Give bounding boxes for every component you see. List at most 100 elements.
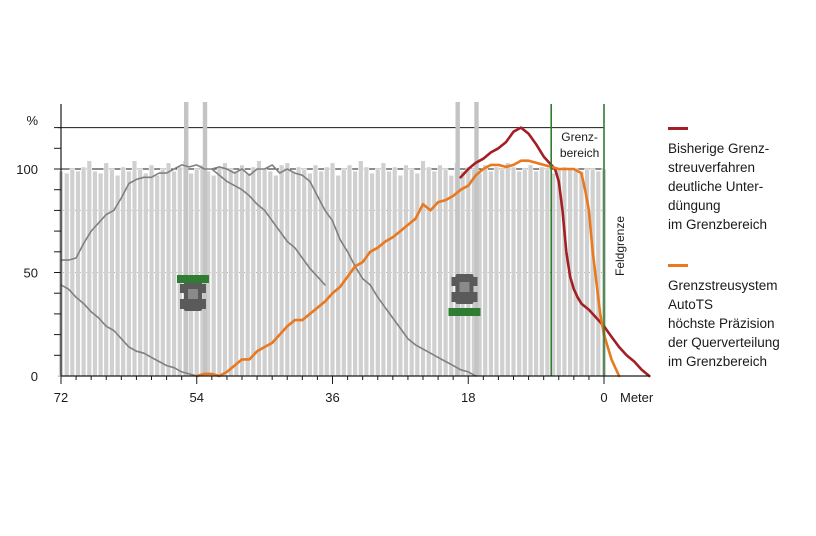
y-axis-label: % bbox=[26, 113, 38, 128]
distribution-bar bbox=[352, 170, 358, 377]
tractor-wheel bbox=[200, 299, 206, 309]
distribution-bar bbox=[131, 160, 138, 377]
distribution-bars bbox=[58, 160, 607, 377]
distribution-bar bbox=[375, 168, 381, 377]
tractor-wheel bbox=[179, 299, 185, 309]
legend-label-autots: Grenzstreusystem AutoTS höchste Präzisio… bbox=[668, 278, 780, 369]
distribution-bar bbox=[493, 166, 500, 377]
distribution-bar bbox=[363, 166, 370, 377]
distribution-bar bbox=[420, 160, 426, 377]
tractor-wheel bbox=[451, 277, 457, 286]
single-pass-line-1 bbox=[60, 164, 326, 286]
spreader-boom bbox=[176, 275, 209, 283]
tractor-icons bbox=[176, 274, 481, 316]
field-edge-label: Feldgrenze bbox=[613, 216, 627, 276]
legend-swatch-conventional bbox=[668, 127, 688, 130]
x-tick-label: 36 bbox=[325, 390, 339, 405]
distribution-bar bbox=[499, 168, 505, 377]
distribution-bar bbox=[256, 160, 262, 377]
distribution-bar bbox=[188, 172, 194, 377]
distribution-bar bbox=[533, 170, 539, 377]
distribution-bar bbox=[335, 174, 341, 377]
distribution-bar bbox=[431, 170, 437, 377]
distribution-bar bbox=[324, 166, 330, 377]
distribution-bar bbox=[301, 168, 307, 377]
distribution-bar bbox=[69, 168, 76, 377]
tractor-wheel bbox=[472, 277, 478, 286]
tractor-icon bbox=[176, 275, 209, 311]
distribution-bar bbox=[154, 174, 160, 377]
distribution-bar bbox=[290, 170, 296, 377]
tractor-wheel bbox=[472, 292, 478, 302]
tractor-cab bbox=[459, 282, 470, 292]
distribution-bar bbox=[465, 166, 471, 377]
boundary-zone-label: Grenz-bereich bbox=[560, 130, 599, 160]
distribution-bar bbox=[228, 168, 234, 377]
distribution-bar bbox=[369, 172, 375, 377]
distribution-bar bbox=[194, 168, 200, 377]
distribution-bar bbox=[222, 162, 228, 377]
distribution-bar bbox=[233, 170, 239, 377]
x-tick-label: 54 bbox=[190, 390, 204, 405]
legend-label-conventional: Bisherige Grenz- streuverfahren deutlich… bbox=[668, 141, 770, 232]
distribution-bar bbox=[216, 166, 223, 377]
distribution-bar bbox=[160, 168, 166, 377]
distribution-bar bbox=[403, 164, 409, 377]
distribution-bar bbox=[578, 170, 585, 377]
tramline-tracks bbox=[184, 102, 479, 376]
distribution-bar bbox=[92, 170, 98, 377]
distribution-bar bbox=[391, 166, 398, 377]
distribution-bar bbox=[544, 168, 551, 377]
distribution-bar bbox=[358, 160, 364, 377]
distribution-bar bbox=[109, 168, 115, 377]
distribution-bar bbox=[527, 164, 534, 377]
distribution-bar bbox=[171, 170, 177, 377]
distribution-bar bbox=[408, 168, 415, 377]
distribution-bar bbox=[539, 166, 545, 377]
distribution-bar bbox=[97, 172, 104, 377]
tractor-cab bbox=[187, 289, 198, 299]
distribution-bar bbox=[448, 174, 454, 377]
distribution-bar bbox=[165, 162, 172, 377]
series-lines bbox=[60, 126, 651, 378]
y-tick-label: 100 bbox=[16, 162, 38, 177]
distribution-bar bbox=[295, 166, 302, 377]
distribution-bar bbox=[284, 162, 290, 377]
distribution-bar bbox=[103, 162, 109, 377]
distribution-bar bbox=[572, 168, 579, 377]
tractor-wheel bbox=[179, 284, 185, 293]
distribution-bar bbox=[386, 170, 392, 377]
y-tick-label: 50 bbox=[24, 266, 38, 281]
tramline-track bbox=[455, 102, 460, 376]
distribution-bar bbox=[80, 166, 87, 377]
distribution-bar bbox=[245, 172, 251, 377]
distribution-bar bbox=[273, 174, 279, 377]
distribution-bar bbox=[561, 166, 568, 377]
boundary-zone bbox=[550, 104, 605, 376]
single-pass-line-3 bbox=[211, 164, 477, 377]
x-axis-label: Meter bbox=[620, 390, 654, 405]
tractor-wheel bbox=[451, 292, 457, 302]
distribution-bar bbox=[307, 172, 313, 377]
y-tick-label: 0 bbox=[31, 369, 38, 384]
axes bbox=[54, 104, 650, 384]
distribution-bar bbox=[329, 162, 336, 377]
tramline-track bbox=[202, 102, 208, 376]
distribution-bar bbox=[437, 164, 443, 377]
distribution-bar bbox=[341, 168, 347, 377]
distribution-bar bbox=[143, 172, 149, 377]
distribution-bar bbox=[177, 166, 183, 377]
legend-swatch-autots bbox=[668, 264, 688, 267]
distribution-bar bbox=[137, 168, 143, 377]
distribution-bar bbox=[510, 166, 517, 377]
chart-labels: 0 50 100% 72 54 36 18 0 Meter Grenz-bereich Feldgr… bbox=[16, 113, 654, 405]
tramline-track bbox=[184, 102, 189, 376]
distribution-bar bbox=[148, 164, 155, 377]
series-line-conventional bbox=[459, 126, 651, 378]
x-tick-label: 0 bbox=[600, 390, 607, 405]
distribution-bar bbox=[239, 164, 245, 377]
distribution-bar bbox=[86, 160, 93, 377]
spreader-boom bbox=[448, 308, 481, 316]
x-tick-label: 18 bbox=[461, 390, 475, 405]
